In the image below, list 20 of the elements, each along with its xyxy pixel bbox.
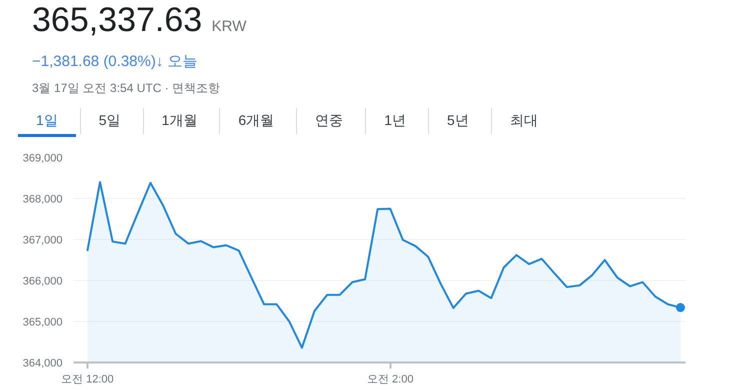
text: 6개월: [219, 108, 292, 134]
chart-subtitle: −1,381.68 (0.38%)↓ 오늘: [32, 52, 199, 72]
y-tick-label: 365,000: [22, 316, 63, 328]
chart-title: 365,337.63: [32, 1, 202, 39]
y-tick-label: 367,000: [22, 234, 63, 246]
x-tick-label: 오전 12:00: [61, 374, 114, 386]
text: 최대: [490, 108, 556, 134]
text: 1일: [18, 108, 76, 137]
text: 5년: [428, 108, 487, 134]
y-tick-label: 368,000: [22, 194, 63, 206]
text: KRW: [212, 18, 246, 35]
x-tick-label: 오전 2:00: [366, 374, 414, 386]
y-tick-label: 364,000: [22, 358, 63, 370]
text: 연중: [296, 108, 362, 134]
text: 1개월: [142, 108, 216, 134]
text: 1년: [365, 108, 424, 134]
text: 3월 17일 오전 3:54 UTC · 면책조항: [32, 80, 222, 98]
y-tick-label: 366,000: [22, 276, 63, 288]
y-tick-label: 369,000: [22, 152, 63, 164]
text: 5일: [80, 108, 139, 134]
